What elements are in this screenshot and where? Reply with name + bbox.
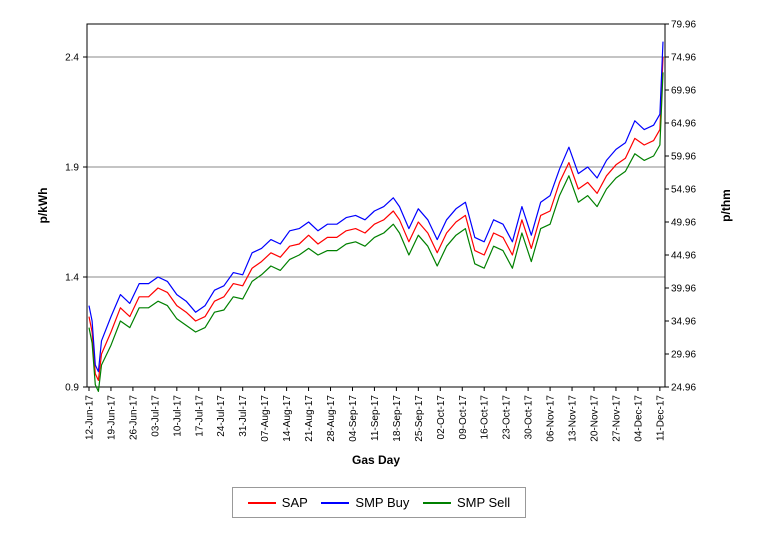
x-tick-label: 06-Nov-17 <box>546 395 557 442</box>
x-tick-label: 24-Jul-17 <box>216 395 227 437</box>
grid-lines <box>87 56 665 388</box>
plot-area <box>86 23 666 388</box>
x-axis-title: Gas Day <box>352 453 400 467</box>
legend-item-smp-sell: SMP Sell <box>422 495 511 510</box>
y2-tick-label: 69.96 <box>671 86 696 97</box>
y2-tick-label: 64.96 <box>671 119 696 130</box>
y-axis-title-left: p/kWh <box>36 188 50 224</box>
legend-swatch-smp-sell <box>422 501 451 504</box>
x-tick-label: 27-Nov-17 <box>611 395 622 442</box>
x-tick-label: 28-Aug-17 <box>326 395 337 442</box>
x-tick-label: 18-Sep-17 <box>392 395 403 442</box>
x-tick-label: 11-Sep-17 <box>370 395 381 441</box>
y2-tick-label: 29.96 <box>671 350 696 361</box>
x-tick-label: 04-Sep-17 <box>348 395 359 442</box>
x-tick-label: 04-Dec-17 <box>633 395 644 442</box>
x-tick-label: 11-Dec-17 <box>655 395 666 441</box>
y2-tick-label: 59.96 <box>671 152 696 163</box>
y2-tick-label: 44.96 <box>671 251 696 262</box>
y-tick-label: 0.9 <box>65 383 79 394</box>
x-tick-label: 07-Aug-17 <box>260 395 271 442</box>
legend-swatch-smp-buy <box>321 501 350 504</box>
series-line-smp-buy <box>88 41 664 373</box>
x-tick-label: 20-Nov-17 <box>589 395 600 442</box>
x-tick-label: 02-Oct-17 <box>436 395 447 440</box>
legend-item-sap: SAP <box>247 495 308 510</box>
legend-label-smp-sell: SMP Sell <box>456 495 511 510</box>
series-lines <box>88 41 664 392</box>
x-tick-label: 17-Jul-17 <box>194 395 205 437</box>
x-tick-label: 21-Aug-17 <box>304 395 315 442</box>
y2-tick-label: 24.96 <box>671 383 696 394</box>
series-line-smp-sell <box>88 72 664 392</box>
legend-label-sap: SAP <box>281 495 308 510</box>
x-tick-label: 13-Nov-17 <box>568 395 579 442</box>
y2-tick-label: 39.96 <box>671 284 696 295</box>
x-tick-label: 23-Oct-17 <box>502 395 513 440</box>
y-tick-label: 2.4 <box>65 53 79 64</box>
x-tick-label: 14-Aug-17 <box>282 395 293 442</box>
x-tick-label: 12-Jun-17 <box>85 395 96 440</box>
y-axis-title-right: p/thm <box>719 189 733 222</box>
legend-label-smp-buy: SMP Buy <box>355 495 410 510</box>
x-tick-label: 31-Jul-17 <box>238 395 249 437</box>
y-tick-label: 1.4 <box>65 273 79 284</box>
x-tick-label: 25-Sep-17 <box>414 395 425 442</box>
x-tick-label: 26-Jun-17 <box>128 395 139 440</box>
x-tick-label: 03-Jul-17 <box>150 395 161 437</box>
x-tick-label: 16-Oct-17 <box>480 395 491 440</box>
legend-swatch-sap <box>247 501 276 504</box>
x-tick-label: 30-Oct-17 <box>524 395 535 440</box>
legend-item-smp-buy: SMP Buy <box>321 495 409 510</box>
y2-tick-label: 79.96 <box>671 20 696 31</box>
legend: SAP SMP Buy SMP Sell <box>232 487 526 518</box>
x-tick-label: 10-Jul-17 <box>172 395 183 437</box>
y2-tick-label: 54.96 <box>671 185 696 196</box>
axes: 0.9 1.4 1.9 2.4 24.96 29.96 34.96 39.96 44.96 49.… <box>65 20 696 442</box>
x-tick-label: 19-Jun-17 <box>106 395 117 440</box>
x-tick-label: 09-Oct-17 <box>458 395 469 440</box>
y2-tick-label: 74.96 <box>671 53 696 64</box>
series-line-sap <box>88 56 664 381</box>
y2-tick-label: 34.96 <box>671 317 696 328</box>
y-tick-label: 1.9 <box>65 163 79 174</box>
y2-tick-label: 49.96 <box>671 218 696 229</box>
